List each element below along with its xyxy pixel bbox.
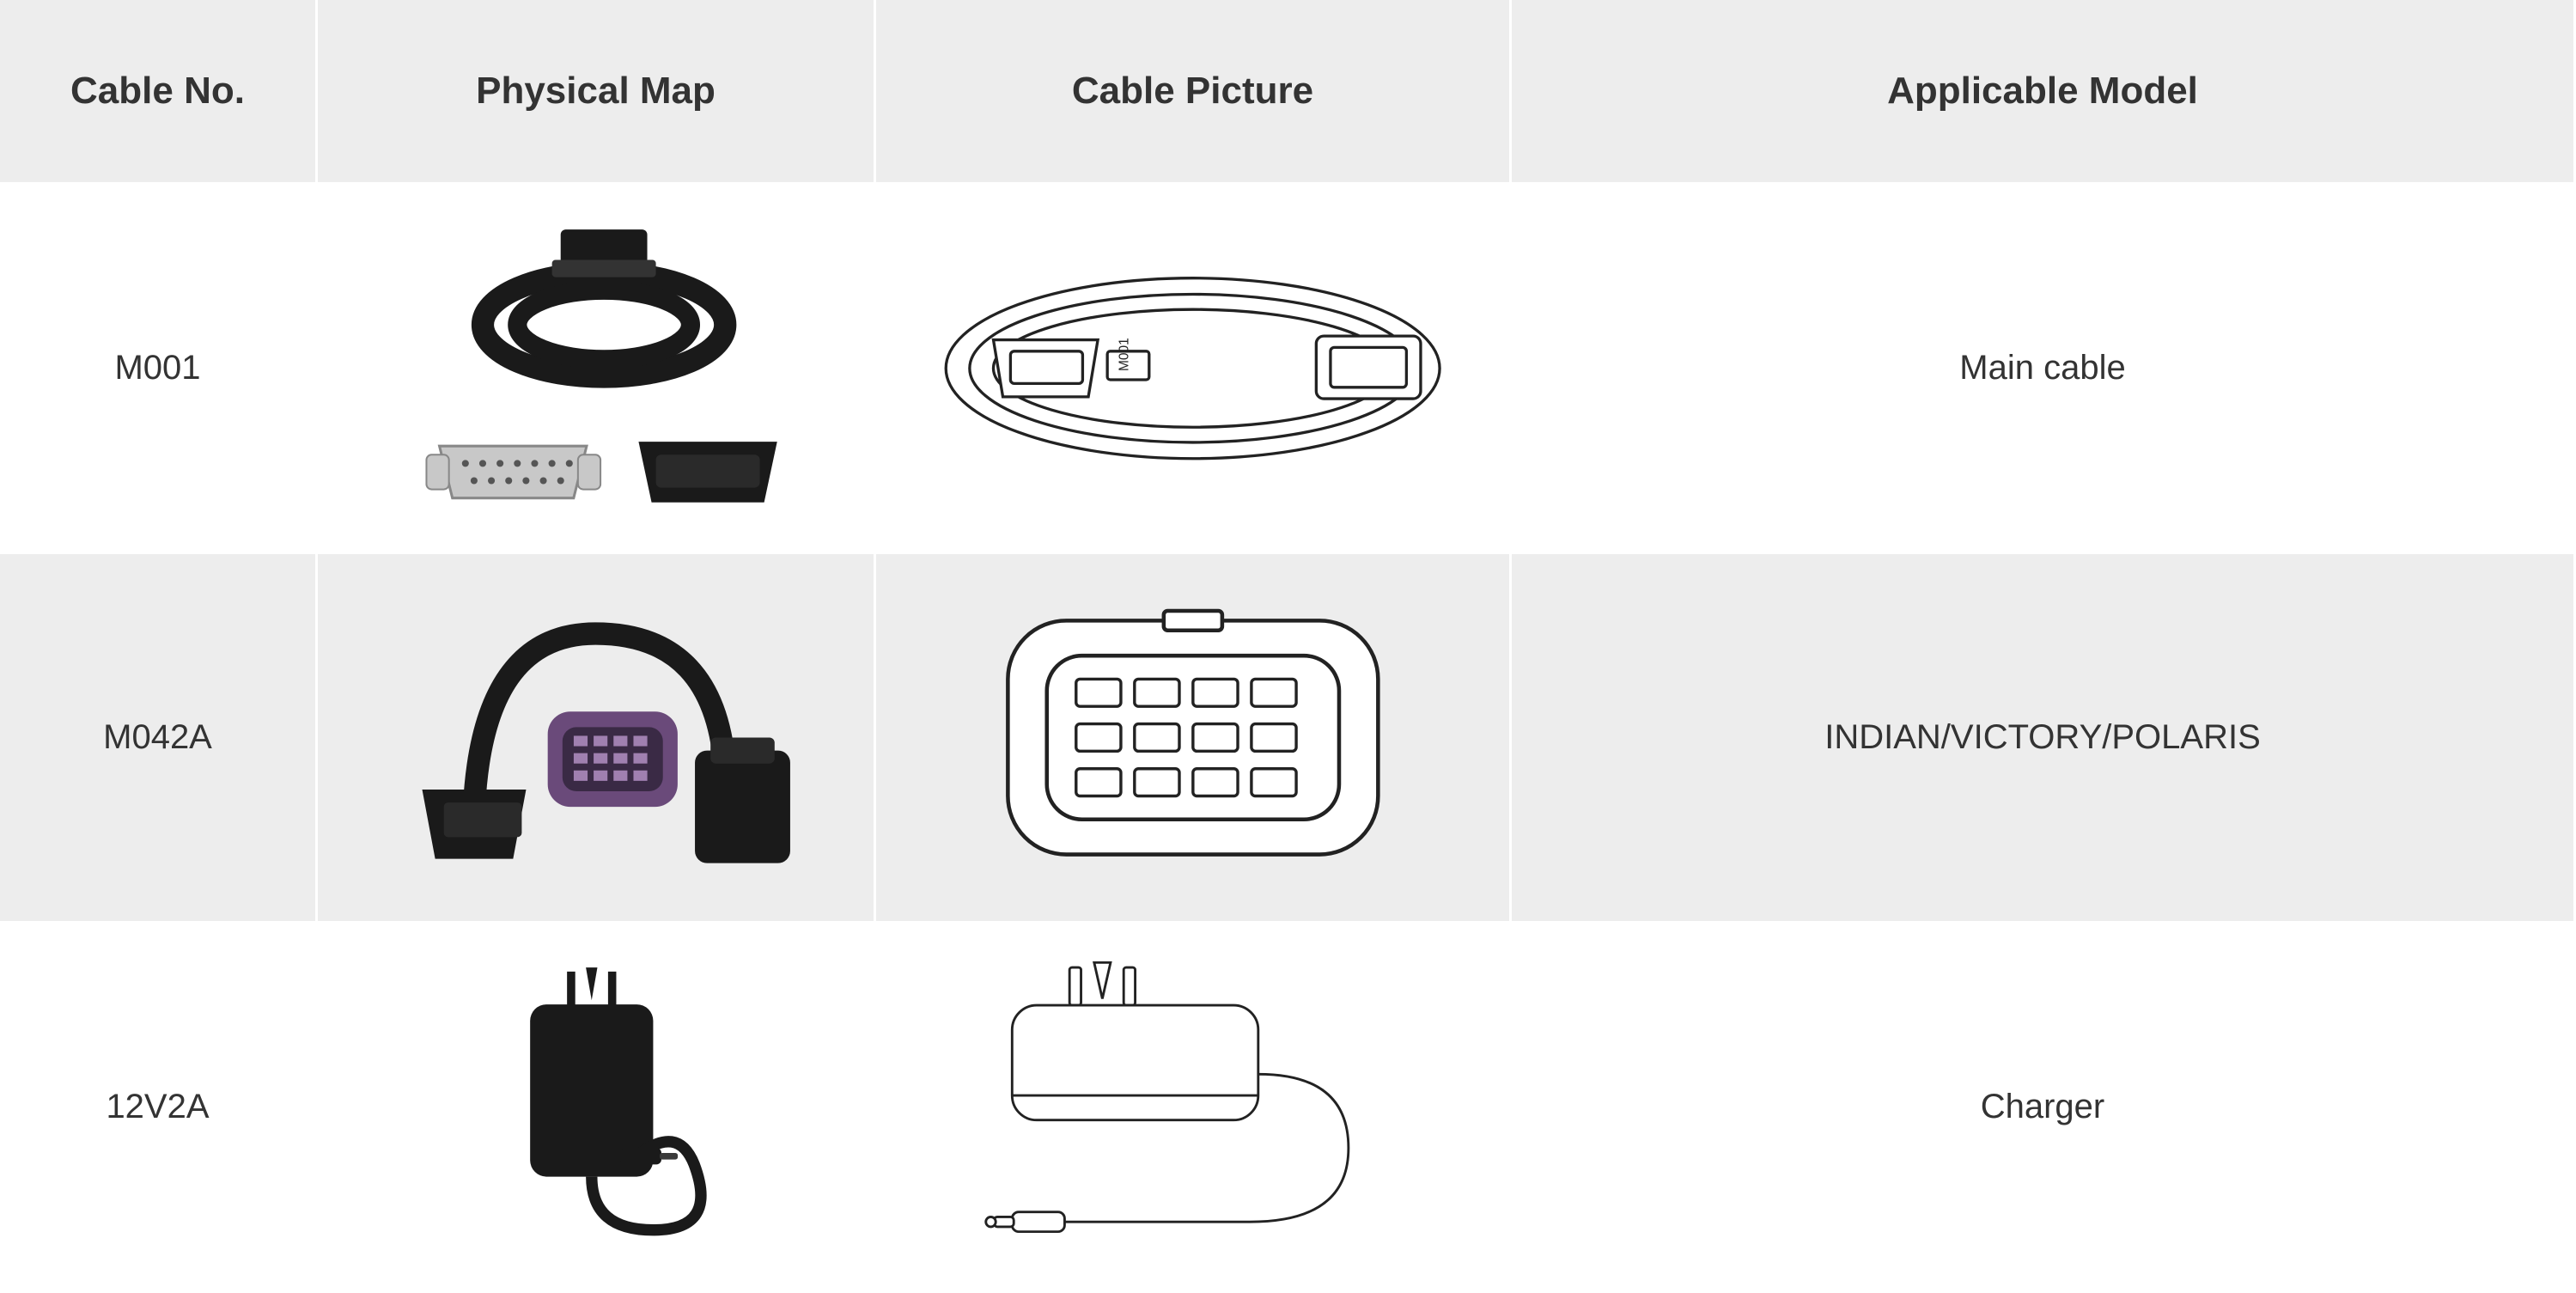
applicable-model-cell: Charger xyxy=(1512,924,2576,1293)
cable-picture-cell: M001 xyxy=(876,185,1512,554)
cable-photo-icon xyxy=(379,212,812,524)
physical-map-12v2a xyxy=(345,951,845,1263)
cable-no-cell: M001 xyxy=(0,185,318,554)
cable-picture-cell xyxy=(876,924,1512,1293)
col-header-label: Physical Map xyxy=(476,70,716,113)
col-header-cable-no: Cable No. xyxy=(0,0,318,185)
cable-picture-cell xyxy=(876,554,1512,924)
cable-no-text: M042A xyxy=(103,718,212,757)
physical-map-cell xyxy=(318,554,876,924)
applicable-model-text: Charger xyxy=(1981,1088,2105,1126)
applicable-model-text: Main cable xyxy=(1959,349,2125,387)
col-header-picture: Cable Picture xyxy=(876,0,1512,185)
connector-diagram-icon xyxy=(969,582,1417,894)
applicable-model-text: INDIAN/VICTORY/POLARIS xyxy=(1824,718,2261,757)
cable-diagram-icon: M001 xyxy=(908,245,1477,491)
charger-photo-icon xyxy=(423,951,768,1263)
cable-no-text: M001 xyxy=(114,349,200,387)
physical-map-cell xyxy=(318,185,876,554)
applicable-model-cell: Main cable xyxy=(1512,185,2576,554)
physical-map-m042a xyxy=(345,582,845,894)
cable-no-cell: M042A xyxy=(0,554,318,924)
cable-picture-m042a xyxy=(908,582,1477,894)
cable-no-text: 12V2A xyxy=(106,1088,209,1126)
col-header-label: Applicable Model xyxy=(1887,70,2198,113)
col-header-label: Cable No. xyxy=(70,70,245,113)
cable-no-cell: 12V2A xyxy=(0,924,318,1293)
physical-map-m001 xyxy=(345,212,845,524)
cable-table: Cable No. Physical Map Cable Picture App… xyxy=(0,0,2576,1293)
col-header-model: Applicable Model xyxy=(1512,0,2576,185)
charger-diagram-icon xyxy=(963,951,1422,1263)
adapter-photo-icon xyxy=(370,582,820,894)
applicable-model-cell: INDIAN/VICTORY/POLARIS xyxy=(1512,554,2576,924)
col-header-physical: Physical Map xyxy=(318,0,876,185)
col-header-label: Cable Picture xyxy=(1072,70,1313,113)
cable-picture-m001: M001 xyxy=(908,212,1477,524)
diagram-label: M001 xyxy=(1117,338,1131,371)
cable-picture-12v2a xyxy=(908,951,1477,1263)
physical-map-cell xyxy=(318,924,876,1293)
